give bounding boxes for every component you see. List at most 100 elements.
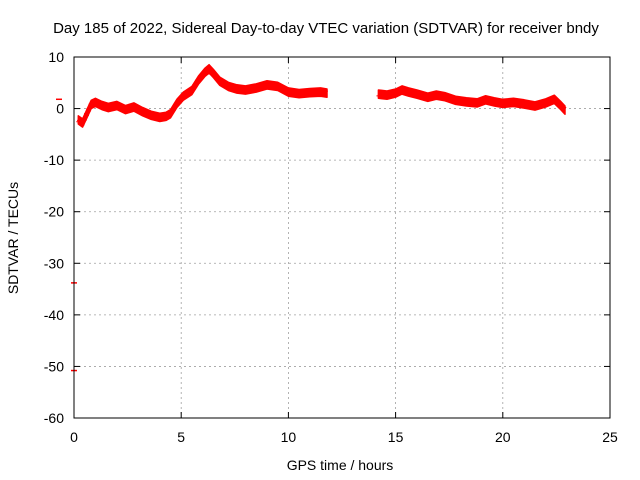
data-point — [181, 95, 186, 100]
data-point — [467, 98, 472, 103]
data-point — [242, 86, 247, 91]
data-point — [499, 99, 504, 104]
data-point — [199, 76, 204, 81]
data-point — [432, 91, 437, 96]
data-point — [306, 88, 311, 93]
data-point — [394, 90, 399, 95]
data-point — [175, 100, 180, 105]
data-point — [113, 102, 118, 107]
data-point — [124, 107, 129, 112]
data-point — [486, 96, 491, 101]
data-point — [143, 109, 148, 114]
data-point — [129, 105, 134, 110]
data-point — [172, 104, 177, 109]
data-point — [177, 97, 182, 102]
data-point — [174, 103, 179, 108]
data-point — [82, 118, 87, 123]
data-point — [538, 104, 543, 109]
data-point — [473, 98, 478, 103]
data-point — [495, 98, 500, 103]
data-point — [534, 103, 539, 108]
data-point — [248, 88, 253, 93]
data-point — [430, 95, 435, 100]
data-point — [179, 96, 184, 101]
data-point — [477, 98, 482, 103]
data-point — [504, 99, 509, 104]
data-point — [540, 101, 545, 106]
data-point — [190, 86, 195, 91]
data-point — [279, 84, 284, 89]
data-band — [77, 63, 328, 128]
data-point — [147, 110, 152, 115]
data-point — [102, 102, 107, 107]
tick-marks — [73, 56, 611, 419]
data-point — [134, 104, 139, 109]
data-point — [525, 100, 530, 105]
data-point — [152, 112, 157, 117]
data-point — [405, 87, 410, 92]
data-point — [557, 100, 562, 105]
data-point — [122, 105, 127, 110]
data-point — [247, 85, 252, 90]
data-point — [110, 106, 115, 111]
data-point — [159, 113, 164, 118]
data-point — [389, 93, 394, 98]
data-point — [130, 103, 135, 108]
y-tick-label: -60 — [44, 410, 64, 426]
data-point — [425, 97, 430, 102]
data-point — [224, 81, 229, 86]
x-tick-label: 25 — [602, 429, 618, 445]
data-point — [457, 97, 462, 102]
data-point — [562, 105, 567, 110]
data-point — [107, 105, 112, 110]
data-point — [196, 80, 201, 85]
y-tick-label: 0 — [56, 101, 64, 117]
data-point — [509, 98, 514, 103]
data-point — [245, 87, 250, 92]
data-point — [109, 103, 114, 108]
data-point — [476, 100, 481, 105]
data-point — [284, 87, 289, 92]
data-point — [112, 104, 117, 109]
data-point — [546, 97, 551, 102]
data-point — [229, 83, 234, 88]
data-point — [446, 94, 451, 99]
y-tick-label: -20 — [44, 204, 64, 220]
data-point — [418, 91, 423, 96]
data-point — [213, 72, 218, 77]
chart-title: Day 185 of 2022, Sidereal Day-to-day VTE… — [53, 20, 599, 37]
data-point — [243, 89, 248, 94]
y-tick-label: -40 — [44, 307, 64, 323]
data-point — [250, 86, 255, 91]
data-point — [126, 104, 131, 109]
data-point — [386, 92, 391, 97]
data-point — [208, 66, 213, 71]
data-point — [545, 100, 550, 105]
data-point — [220, 79, 225, 84]
y-tick-label: -50 — [44, 358, 64, 374]
data-point — [462, 97, 467, 102]
data-point — [166, 114, 171, 119]
data-point — [475, 102, 480, 107]
x-tick-label: 0 — [70, 429, 78, 445]
data-point — [441, 92, 446, 97]
y-tick-label: -30 — [44, 255, 64, 271]
data-point — [106, 107, 111, 112]
data-point — [185, 93, 190, 98]
data-point — [423, 92, 428, 97]
data-point — [168, 113, 173, 118]
data-point — [409, 88, 414, 93]
data-point — [428, 92, 433, 97]
data-point — [257, 83, 262, 88]
data-point — [316, 88, 321, 93]
data-point — [383, 91, 388, 96]
data-point — [396, 91, 401, 96]
data-point — [127, 108, 132, 113]
data-point — [84, 113, 89, 118]
data-point — [95, 99, 100, 104]
data-point — [520, 99, 525, 104]
data-point — [210, 68, 215, 73]
data-point — [117, 103, 122, 108]
data-point — [139, 107, 144, 112]
data-point — [547, 100, 552, 105]
